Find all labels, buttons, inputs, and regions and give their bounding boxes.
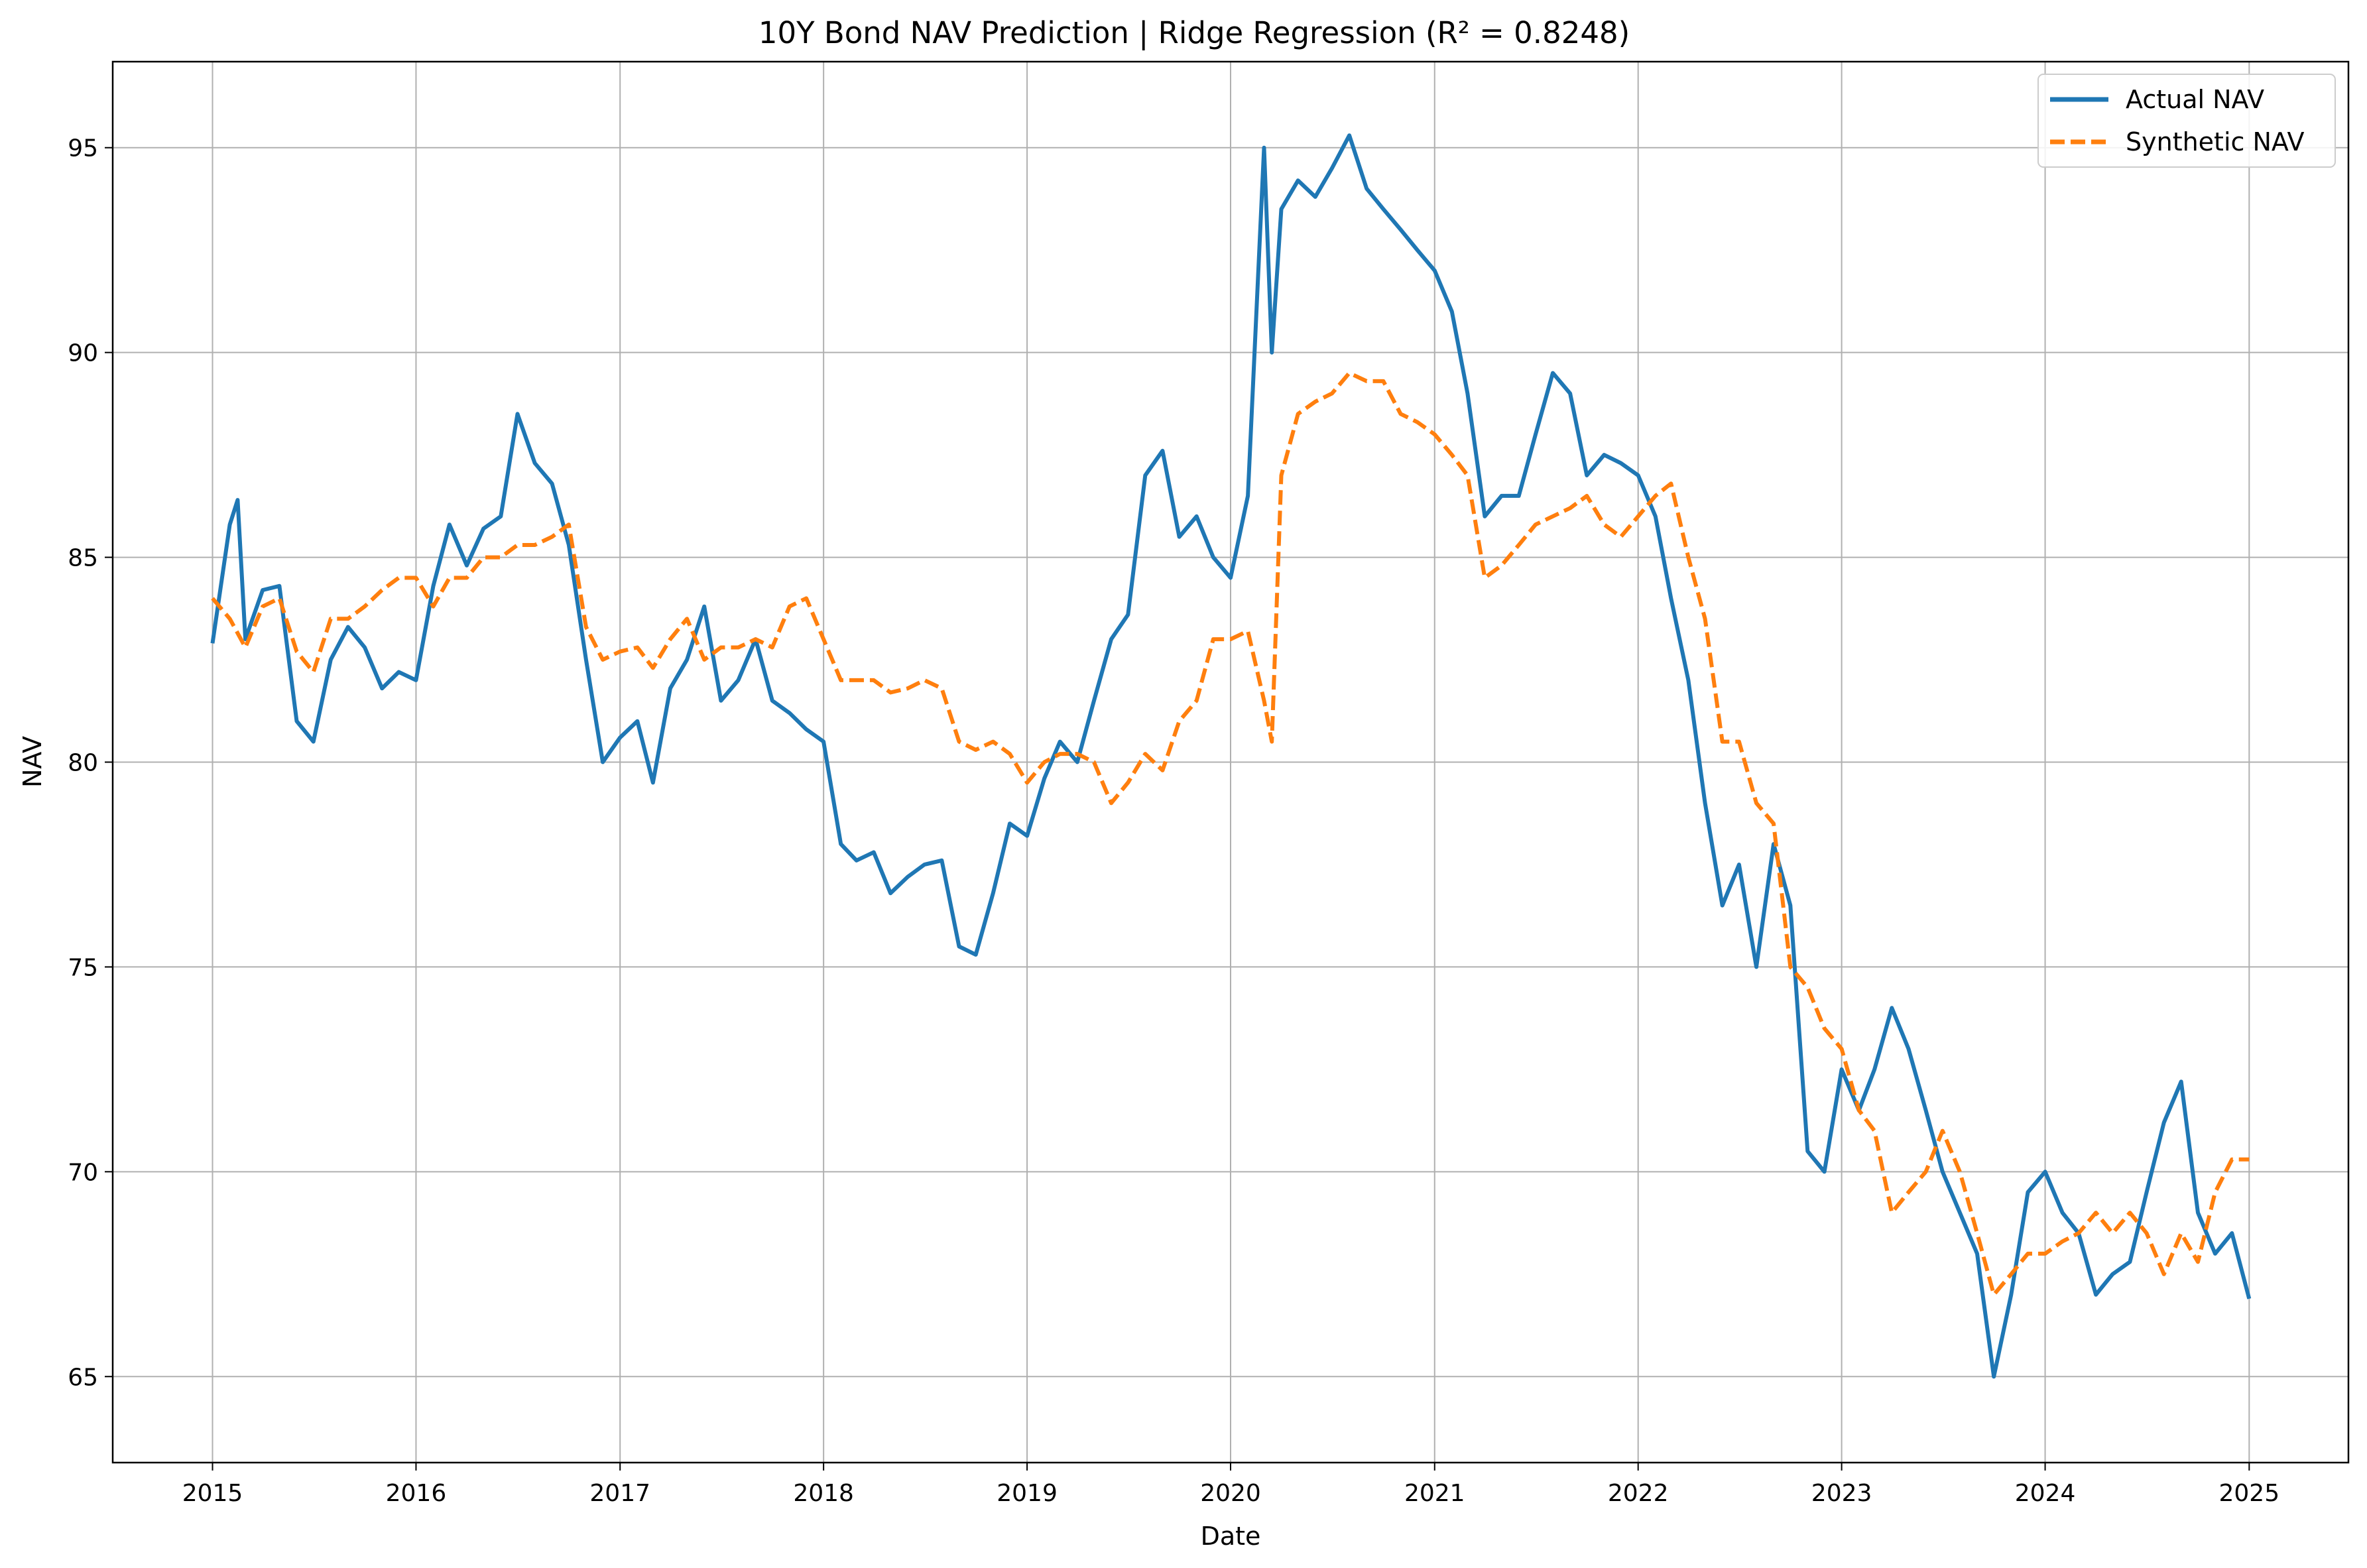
x-tick-label: 2015: [182, 1480, 243, 1507]
series-line-actual-nav: [210, 133, 2252, 1379]
y-tick-label: 90: [68, 340, 98, 367]
y-tick-label: 95: [68, 135, 98, 162]
legend: Actual NAV Synthetic NAV: [2037, 74, 2336, 168]
x-axis-label: Date: [1201, 1522, 1261, 1551]
x-tick-label: 2017: [589, 1480, 650, 1507]
x-tick-label: 2023: [1811, 1480, 1872, 1507]
x-tick-label: 2019: [997, 1480, 1058, 1507]
x-tick-label: 2021: [1404, 1480, 1465, 1507]
y-tick-label: 70: [68, 1159, 98, 1186]
x-tick-label: 2020: [1200, 1480, 1261, 1507]
series-layer: [210, 133, 2252, 1379]
y-tick-label: 75: [68, 954, 98, 981]
x-tick-label: 2016: [386, 1480, 447, 1507]
x-tick-label: 2022: [1608, 1480, 1669, 1507]
x-tick-label: 2025: [2219, 1480, 2280, 1507]
y-tick-label: 85: [68, 545, 98, 572]
y-tick-label: 65: [68, 1364, 98, 1391]
x-tick-label: 2018: [793, 1480, 854, 1507]
y-tick-label: 80: [68, 750, 98, 777]
y-axis-label: NAV: [18, 736, 47, 788]
grid-layer: [113, 62, 2348, 1463]
tick-layer: 2015 2016 2017 2018 2019 2020 2021 2022 2023 2024…: [68, 135, 2279, 1507]
chart-title: 10Y Bond NAV Prediction | Ridge Regressi…: [759, 15, 1630, 50]
legend-label-synthetic: Synthetic NAV: [2126, 127, 2304, 156]
legend-box: [2037, 74, 2336, 168]
series-line-synthetic-nav: [211, 371, 2250, 1297]
x-tick-label: 2024: [2015, 1480, 2076, 1507]
legend-label-actual: Actual NAV: [2126, 85, 2264, 114]
